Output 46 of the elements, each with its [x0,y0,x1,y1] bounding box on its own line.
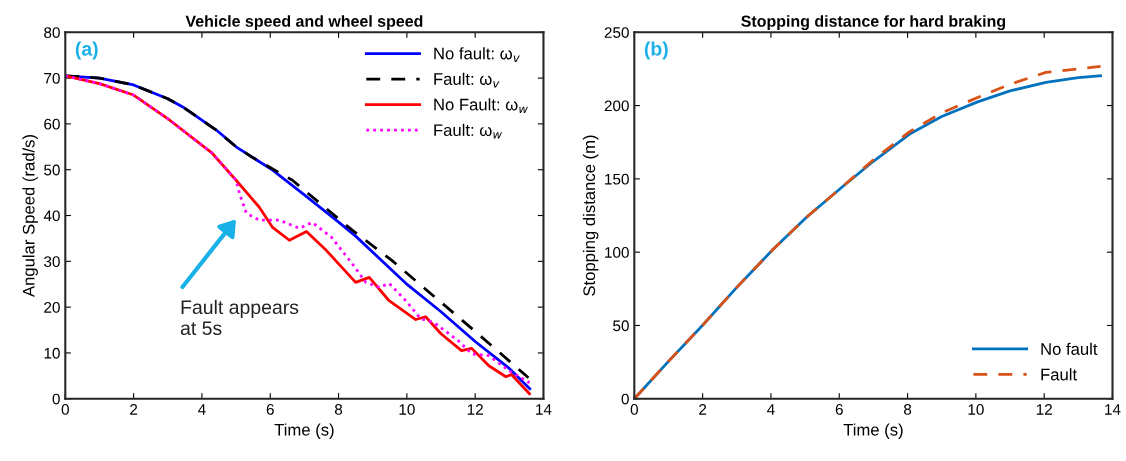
y-tick-label: 200 [604,100,629,112]
x-axis-title: Time (s) [274,423,334,439]
y-tick-label: 70 [44,72,60,84]
x-tick-label: 4 [198,404,206,415]
legend-label: Fault [1041,368,1077,381]
x-tick-label: 0 [61,404,69,415]
x-tick-label: 2 [699,404,707,415]
legend-label: Fault: ω$_{v}$ [434,72,500,88]
x-axis-title: Time (s) [843,423,903,439]
y-tick-label: 0 [52,393,60,405]
y-tick-label: 50 [44,164,60,176]
y-tick-label: 30 [44,256,60,268]
y-tick-label: 100 [605,247,629,258]
y-tick-label: 50 [613,320,629,332]
x-tick-label: 2 [130,404,138,415]
legend-label: Fault: ω$_{w}$ [434,123,503,139]
legend-label: No fault [1041,342,1098,355]
x-tick-label: 6 [835,404,843,415]
x-tick-label: 8 [334,404,343,415]
y-tick-label: 150 [605,173,629,185]
x-tick-label: 4 [767,404,775,415]
y-tick-label: 60 [44,118,60,130]
x-tick-label: 14 [536,404,552,415]
y-tick-label: 40 [43,210,60,222]
y-axis-title: Stopping distance (m) [582,135,599,296]
legend-label: No Fault: ω$_{w}$ [434,98,528,114]
x-tick-label: 8 [903,404,912,415]
annotation: Fault appears at 5s [180,299,299,336]
x-tick-label: 10 [968,404,984,415]
x-tick-label: 14 [1105,404,1121,415]
y-tick-label: 0 [621,393,629,405]
x-tick-label: 12 [1036,404,1052,415]
x-tick-label: 6 [266,404,274,415]
annotation: (b) [644,41,668,60]
x-tick-label: 12 [467,404,483,415]
legend-label: No fault: ω$_{v}$ [434,47,520,62]
chart-title: Vehicle speed and wheel speed [185,15,423,31]
y-tick-label: 20 [44,302,60,313]
y-tick-label: 80 [44,27,60,38]
x-tick-label: 10 [399,404,415,415]
chart-title: Stopping distance for hard braking [741,15,1006,31]
annotation: (a) [75,41,98,60]
y-tick-label: 10 [44,347,60,359]
y-tick-label: 250 [604,27,629,38]
y-axis-title: Angular Speed (rad/s) [22,135,38,297]
x-tick-label: 0 [630,404,638,415]
